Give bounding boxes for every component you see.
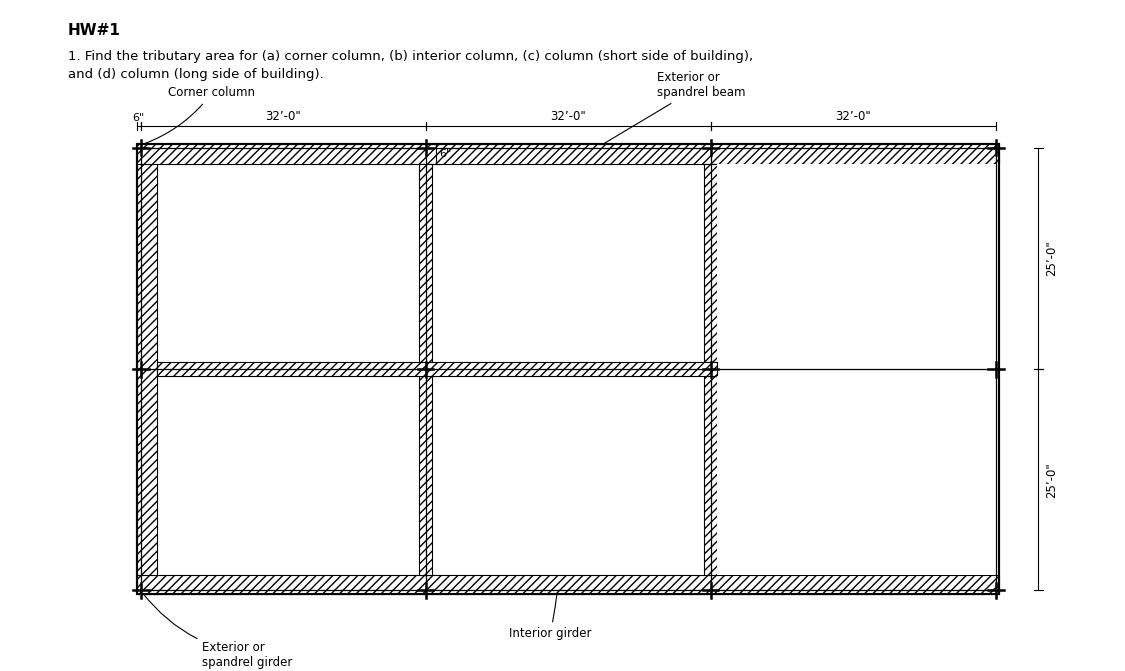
- Text: Interior column: Interior column: [716, 374, 926, 446]
- Text: 32’-0": 32’-0": [835, 110, 871, 123]
- Text: 6": 6": [439, 149, 451, 159]
- Text: Interior beam: Interior beam: [429, 263, 533, 296]
- Text: Interior girder: Interior girder: [508, 372, 592, 640]
- Text: 6": 6": [133, 113, 145, 123]
- Text: 1. Find the tributary area for (a) corner column, (b) interior column, (c) colum: 1. Find the tributary area for (a) corne…: [68, 50, 753, 81]
- Text: 25’-0": 25’-0": [1045, 462, 1059, 498]
- Text: Corner column: Corner column: [145, 87, 255, 144]
- Text: 32’-0": 32’-0": [550, 110, 586, 123]
- Text: 32’-0": 32’-0": [266, 110, 302, 123]
- Text: Exterior or
spandrel beam: Exterior or spandrel beam: [588, 71, 746, 153]
- Text: Exterior or
spandrel girder: Exterior or spandrel girder: [143, 592, 292, 669]
- Text: 25’-0": 25’-0": [1045, 240, 1059, 276]
- Text: HW#1: HW#1: [68, 23, 120, 38]
